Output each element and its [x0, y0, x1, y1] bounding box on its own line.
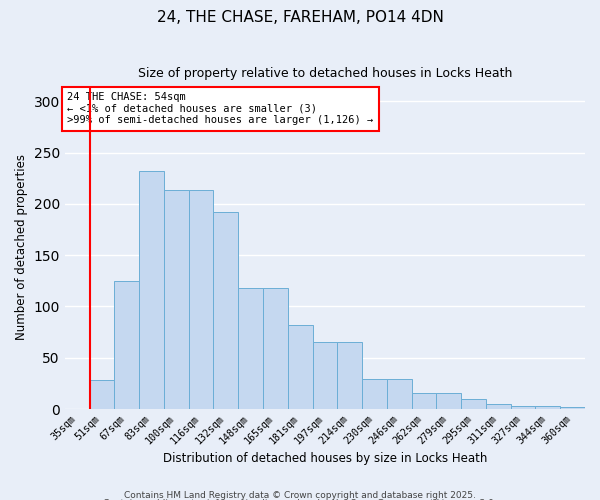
- Bar: [387, 380, 412, 409]
- Bar: [214, 212, 238, 409]
- Bar: [89, 380, 115, 409]
- Text: 24, THE CHASE, FAREHAM, PO14 4DN: 24, THE CHASE, FAREHAM, PO14 4DN: [157, 10, 443, 25]
- Bar: [337, 342, 362, 409]
- Bar: [486, 404, 511, 409]
- Bar: [313, 342, 337, 409]
- Bar: [535, 406, 560, 409]
- Bar: [115, 281, 139, 409]
- Bar: [288, 325, 313, 409]
- Bar: [238, 288, 263, 409]
- Bar: [511, 406, 535, 409]
- X-axis label: Distribution of detached houses by size in Locks Heath: Distribution of detached houses by size …: [163, 452, 487, 465]
- Bar: [461, 399, 486, 409]
- Title: Size of property relative to detached houses in Locks Heath: Size of property relative to detached ho…: [138, 68, 512, 80]
- Bar: [188, 190, 214, 409]
- Y-axis label: Number of detached properties: Number of detached properties: [15, 154, 28, 340]
- Bar: [412, 392, 436, 409]
- Text: Contains HM Land Registry data © Crown copyright and database right 2025.: Contains HM Land Registry data © Crown c…: [124, 490, 476, 500]
- Bar: [263, 288, 288, 409]
- Bar: [560, 407, 585, 409]
- Text: 24 THE CHASE: 54sqm
← <1% of detached houses are smaller (3)
>99% of semi-detach: 24 THE CHASE: 54sqm ← <1% of detached ho…: [67, 92, 374, 126]
- Bar: [436, 392, 461, 409]
- Bar: [164, 190, 188, 409]
- Bar: [362, 380, 387, 409]
- Text: Contains public sector information licensed under the Open Government Licence v3: Contains public sector information licen…: [103, 499, 497, 500]
- Bar: [139, 171, 164, 409]
